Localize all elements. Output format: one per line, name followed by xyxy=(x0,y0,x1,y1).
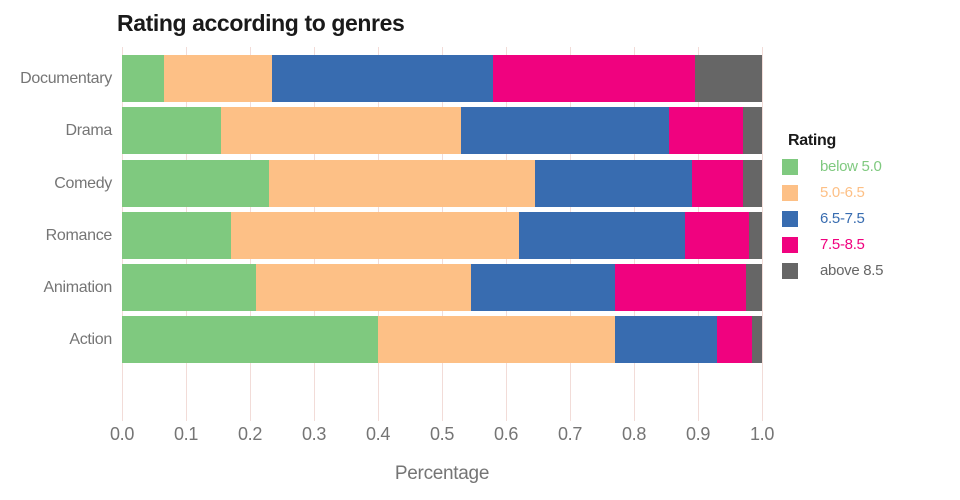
legend-swatch-below-5.0 xyxy=(782,159,798,175)
bar-segment-documentary-7.5-8.5 xyxy=(493,55,695,102)
x-tick-label-0.3: 0.3 xyxy=(301,424,327,444)
legend-swatch-6.5-7.5 xyxy=(782,211,798,227)
bar-segment-romance-6.5-7.5 xyxy=(518,212,686,259)
legend-swatch-above-8.5 xyxy=(782,263,798,279)
bar-segment-drama-7.5-8.5 xyxy=(669,107,743,154)
bar-segment-animation-above-8.5 xyxy=(745,264,762,311)
x-tick-label-0.5: 0.5 xyxy=(429,424,455,444)
x-tick-label-0.7: 0.7 xyxy=(557,424,583,444)
gridline-1.0 xyxy=(762,47,763,421)
bar-segment-romance-7.5-8.5 xyxy=(685,212,750,259)
bar-segment-documentary-above-8.5 xyxy=(694,55,762,102)
bar-segment-romance-above-8.5 xyxy=(749,212,762,259)
bar-segment-comedy-7.5-8.5 xyxy=(691,160,743,207)
y-label-romance: Romance xyxy=(45,226,113,244)
legend-label-5.0-6.5: 5.0-6.5 xyxy=(820,184,865,201)
bar-row-comedy xyxy=(122,160,762,207)
x-tick-label-0.2: 0.2 xyxy=(237,424,263,444)
y-label-comedy: Comedy xyxy=(54,174,112,192)
x-tick-label-0.8: 0.8 xyxy=(621,424,647,444)
bar-segment-comedy-above-8.5 xyxy=(742,160,762,207)
bar-segment-drama-5.0-6.5 xyxy=(221,107,462,154)
bar-segment-comedy-5.0-6.5 xyxy=(269,160,535,207)
bar-segment-romance-5.0-6.5 xyxy=(230,212,519,259)
legend-swatch-5.0-6.5 xyxy=(782,185,798,201)
bar-segment-documentary-6.5-7.5 xyxy=(272,55,494,102)
x-tick-label-1.0: 1.0 xyxy=(749,424,775,444)
bar-segment-action-5.0-6.5 xyxy=(378,316,615,363)
x-tick-label-0.4: 0.4 xyxy=(365,424,391,444)
legend-label-below-5.0: below 5.0 xyxy=(820,158,882,175)
legend-label-7.5-8.5: 7.5-8.5 xyxy=(820,236,865,253)
legend-title: Rating xyxy=(788,132,836,149)
bar-segment-documentary-5.0-6.5 xyxy=(163,55,273,102)
bar-segment-comedy-6.5-7.5 xyxy=(534,160,692,207)
bar-segment-drama-6.5-7.5 xyxy=(461,107,670,154)
bar-segment-comedy-below-5.0 xyxy=(122,160,270,207)
y-label-documentary: Documentary xyxy=(20,69,112,87)
legend-label-6.5-7.5: 6.5-7.5 xyxy=(820,210,865,227)
x-axis-title: Percentage xyxy=(394,463,490,484)
bar-segment-drama-above-8.5 xyxy=(742,107,762,154)
bar-row-action xyxy=(122,316,762,363)
bar-segment-drama-below-5.0 xyxy=(122,107,222,154)
bar-segment-romance-below-5.0 xyxy=(122,212,231,259)
bar-segment-animation-6.5-7.5 xyxy=(470,264,615,311)
x-tick-label-0.9: 0.9 xyxy=(685,424,711,444)
x-tick-label-0.0: 0.0 xyxy=(109,424,135,444)
y-label-animation: Animation xyxy=(43,278,113,296)
bar-row-animation xyxy=(122,264,762,311)
bar-segment-action-below-5.0 xyxy=(122,316,378,363)
bar-row-documentary xyxy=(122,55,762,102)
bar-segment-animation-below-5.0 xyxy=(122,264,257,311)
bar-segment-documentary-below-5.0 xyxy=(122,55,164,102)
bar-segment-action-above-8.5 xyxy=(752,316,762,363)
y-label-drama: Drama xyxy=(65,121,112,139)
legend-label-above-8.5: above 8.5 xyxy=(820,262,884,279)
bar-segment-action-7.5-8.5 xyxy=(717,316,753,363)
bar-segment-action-6.5-7.5 xyxy=(614,316,718,363)
y-label-action: Action xyxy=(69,330,112,348)
bar-row-drama xyxy=(122,107,762,154)
chart-title: Rating according to genres xyxy=(117,10,405,36)
x-tick-label-0.1: 0.1 xyxy=(173,424,199,444)
bar-segment-animation-7.5-8.5 xyxy=(614,264,746,311)
x-tick-label-0.6: 0.6 xyxy=(493,424,519,444)
bar-row-romance xyxy=(122,212,762,259)
bar-segment-animation-5.0-6.5 xyxy=(256,264,471,311)
legend-swatch-7.5-8.5 xyxy=(782,237,798,253)
